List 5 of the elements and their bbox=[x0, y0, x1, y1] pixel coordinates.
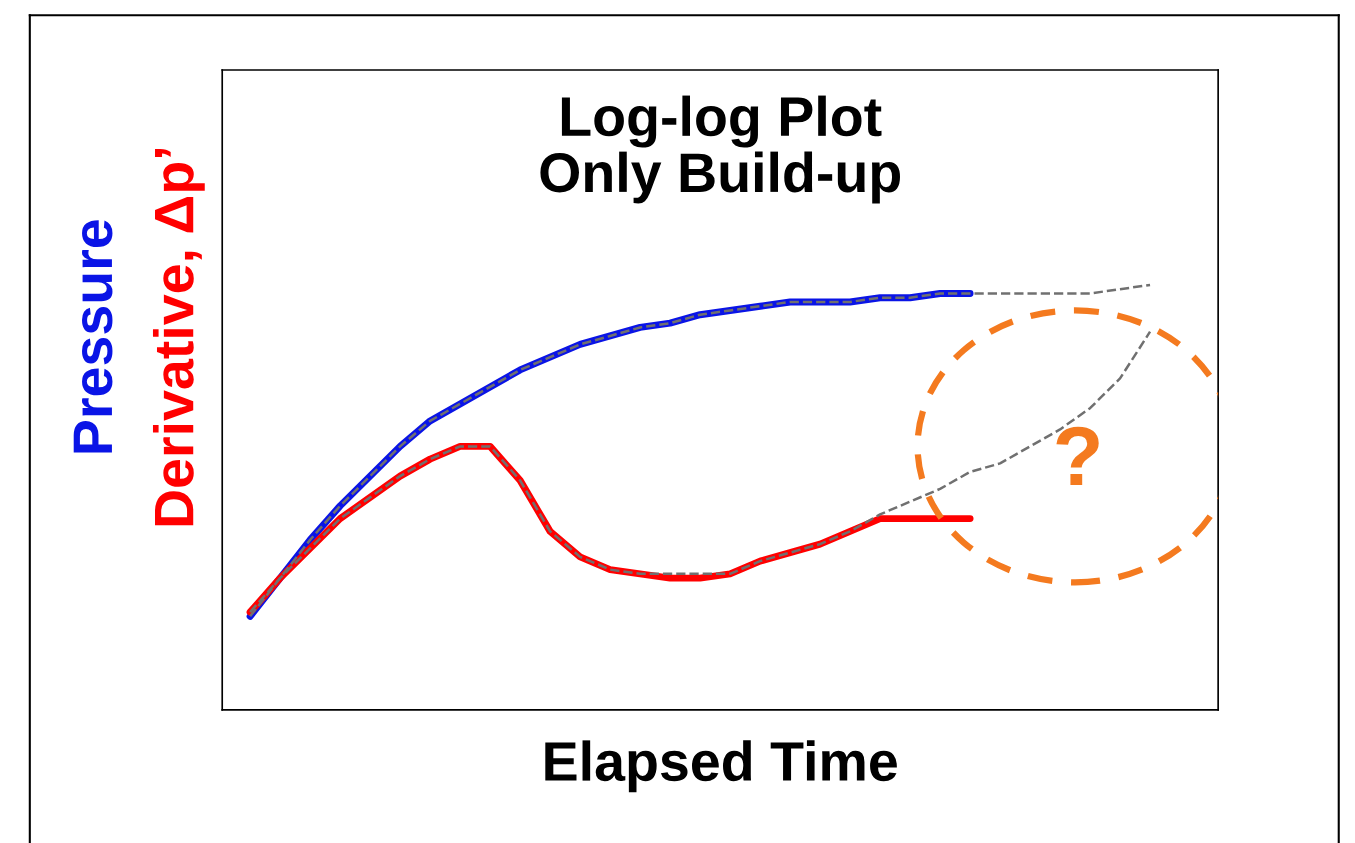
annotation: ? bbox=[1056, 426, 1099, 485]
text: Derivative, Δp’ bbox=[152, 149, 205, 526]
x-axis-title: Elapsed Time bbox=[545, 740, 897, 793]
chart-title: Log-log Plot Only Build-up bbox=[540, 95, 900, 204]
text: Pressure bbox=[73, 220, 113, 453]
